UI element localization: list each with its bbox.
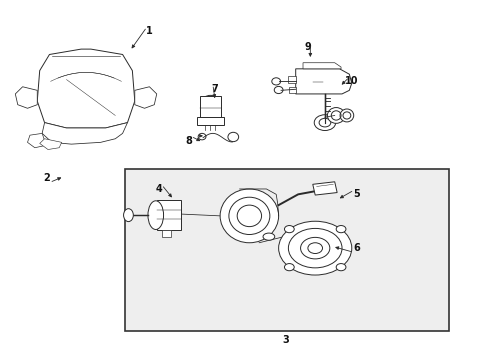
Ellipse shape xyxy=(284,264,294,271)
Polygon shape xyxy=(196,117,224,125)
Text: 6: 6 xyxy=(352,243,359,253)
Polygon shape xyxy=(288,76,295,83)
Polygon shape xyxy=(15,87,37,108)
Polygon shape xyxy=(295,69,351,94)
Ellipse shape xyxy=(314,115,335,131)
Polygon shape xyxy=(27,134,44,148)
Ellipse shape xyxy=(123,209,133,222)
Ellipse shape xyxy=(335,264,345,271)
Text: 5: 5 xyxy=(352,189,359,199)
Text: 3: 3 xyxy=(282,334,289,345)
Ellipse shape xyxy=(339,109,353,122)
Ellipse shape xyxy=(263,233,274,240)
Text: 8: 8 xyxy=(184,136,191,145)
Polygon shape xyxy=(37,49,135,128)
Polygon shape xyxy=(199,96,221,117)
Ellipse shape xyxy=(89,132,107,141)
Polygon shape xyxy=(42,123,127,144)
Polygon shape xyxy=(135,87,157,108)
Ellipse shape xyxy=(278,221,351,275)
Text: 4: 4 xyxy=(156,184,162,194)
Ellipse shape xyxy=(284,225,294,233)
Ellipse shape xyxy=(148,201,163,229)
Text: 7: 7 xyxy=(211,84,218,94)
Polygon shape xyxy=(303,63,340,69)
Ellipse shape xyxy=(271,78,280,85)
Ellipse shape xyxy=(327,108,344,123)
Text: 9: 9 xyxy=(304,42,311,52)
Ellipse shape xyxy=(274,86,283,94)
Ellipse shape xyxy=(335,225,345,233)
Ellipse shape xyxy=(220,189,278,243)
Ellipse shape xyxy=(227,132,238,141)
Text: 1: 1 xyxy=(146,26,152,36)
Polygon shape xyxy=(312,182,336,195)
Polygon shape xyxy=(157,200,181,230)
Ellipse shape xyxy=(65,132,82,141)
Text: 10: 10 xyxy=(345,76,358,86)
Polygon shape xyxy=(289,87,295,93)
Text: 2: 2 xyxy=(43,173,50,183)
Polygon shape xyxy=(161,230,171,237)
Polygon shape xyxy=(40,139,61,149)
Bar xyxy=(125,169,448,330)
